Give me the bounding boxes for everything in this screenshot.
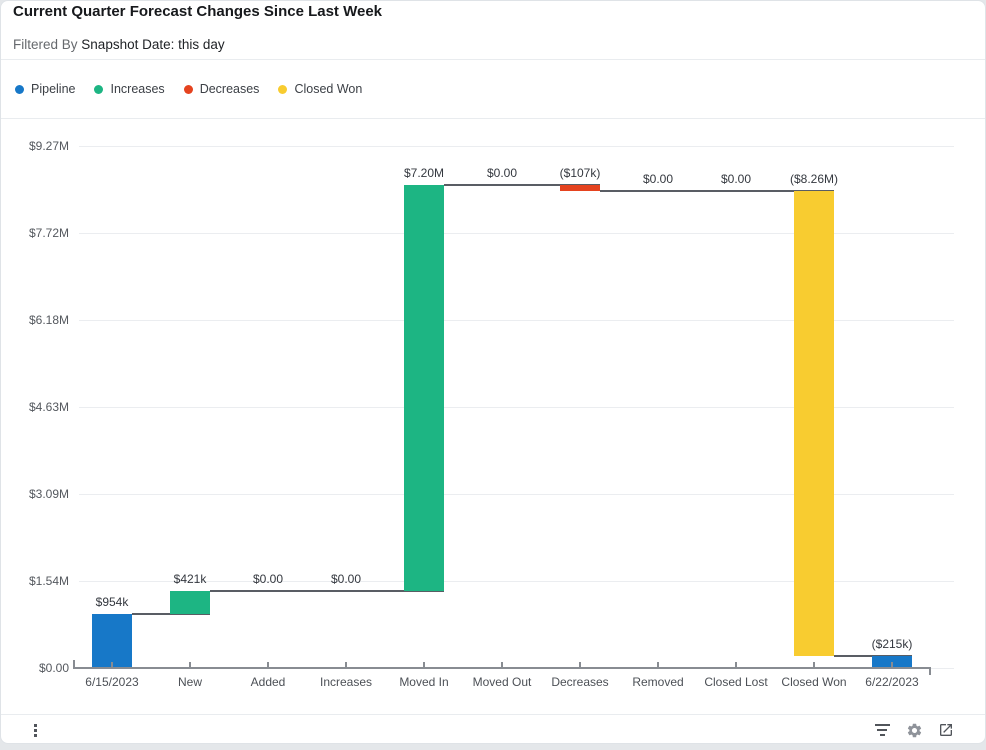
value-label: $7.20M: [403, 166, 445, 181]
y-gridline: [79, 319, 954, 321]
filter-icon[interactable]: [873, 721, 891, 739]
waterfall-connector: [678, 190, 756, 193]
x-axis-label: Increases: [319, 675, 373, 689]
legend-dot-closed-won-icon: [278, 84, 288, 94]
waterfall-connector: [444, 184, 522, 187]
value-label: $0.00: [642, 172, 674, 187]
value-label: $421k: [173, 571, 207, 586]
x-axis-tick: [189, 662, 191, 667]
x-axis-label: Removed: [632, 675, 684, 689]
y-gridline: [79, 580, 954, 582]
legend-label: Increases: [110, 82, 165, 96]
filter-value: Snapshot Date: this day: [81, 37, 225, 52]
value-label: $0.00: [330, 571, 362, 586]
x-axis-label: Moved Out: [472, 675, 532, 689]
filter-prefix: Filtered By: [13, 37, 78, 52]
value-label: ($8.26M): [789, 172, 839, 187]
page-title: Current Quarter Forecast Changes Since L…: [13, 3, 383, 20]
x-axis-end-cap: [929, 667, 931, 675]
legend-dot-increases-icon: [94, 84, 104, 94]
y-axis-label: $4.63M: [28, 400, 69, 414]
legend-label: Decreases: [199, 82, 260, 96]
legend-item-pipeline[interactable]: Pipeline: [15, 82, 75, 96]
y-gridline: [79, 406, 954, 408]
header-divider: [1, 59, 985, 60]
y-axis-label: $9.27M: [28, 139, 69, 153]
y-gridline: [79, 232, 954, 234]
value-label: $0.00: [252, 571, 284, 586]
x-axis-tick: [579, 662, 581, 667]
footer-actions: [873, 721, 955, 739]
y-gridline: [79, 493, 954, 495]
y-axis-label: $7.72M: [28, 226, 69, 240]
legend-label: Pipeline: [31, 82, 76, 96]
legend-dot-pipeline-icon: [15, 84, 24, 94]
x-axis-line: [73, 667, 931, 669]
value-label: $954k: [95, 595, 129, 610]
value-label: ($107k): [559, 166, 601, 181]
waterfall-connector: [288, 589, 366, 592]
value-label: $0.00: [720, 172, 752, 187]
bar-6-15-2023[interactable]: [92, 614, 132, 668]
bar-new[interactable]: [170, 590, 210, 615]
y-axis-label: $0.00: [38, 661, 69, 675]
x-axis-label: Closed Lost: [704, 675, 768, 689]
waterfall-connector: [132, 613, 210, 616]
kebab-menu-icon[interactable]: [29, 722, 41, 738]
x-axis-label: 6/22/2023: [865, 675, 919, 689]
x-axis-tick: [657, 662, 659, 667]
legend-dot-decreases-icon: [183, 84, 193, 94]
footer-divider: [1, 714, 985, 715]
y-axis-label: $1.54M: [28, 574, 69, 588]
x-axis-tick: [111, 662, 113, 667]
x-axis-tick: [891, 662, 893, 667]
x-axis-tick: [423, 662, 425, 667]
waterfall-connector: [366, 589, 444, 592]
waterfall-connector: [600, 190, 678, 193]
waterfall-connector: [210, 589, 288, 592]
y-axis-label: $3.09M: [28, 487, 69, 501]
x-axis-tick: [501, 662, 503, 667]
widget-footer: [1, 714, 985, 745]
x-axis-tick: [813, 662, 815, 667]
value-label: $0.00: [486, 166, 518, 181]
legend-label: Closed Won: [294, 82, 363, 96]
bar-decreases[interactable]: [560, 185, 600, 192]
value-label: ($215k): [871, 636, 913, 651]
x-axis-label: Moved In: [399, 675, 449, 689]
x-axis-start-cap: [73, 660, 75, 669]
settings-gear-icon[interactable]: [905, 721, 923, 739]
bar-moved-in[interactable]: [404, 185, 444, 591]
x-axis-label: Added: [250, 675, 286, 689]
y-gridline: [79, 145, 954, 147]
bar-closed-won[interactable]: [794, 191, 834, 656]
legend-divider: [1, 118, 985, 119]
x-axis-tick: [345, 662, 347, 667]
legend-item-decreases[interactable]: Decreases: [183, 82, 260, 96]
x-axis-label: New: [177, 675, 202, 689]
x-axis-label: Decreases: [551, 675, 609, 689]
legend-item-closed-won[interactable]: Closed Won: [278, 82, 362, 96]
y-axis-label: $6.18M: [28, 313, 69, 327]
filter-summary: Filtered By Snapshot Date: this day: [13, 37, 225, 52]
open-in-new-icon[interactable]: [937, 721, 955, 739]
chart-legend: Pipeline Increases Decreases Closed Won: [15, 82, 362, 96]
x-axis-tick: [267, 662, 269, 667]
bar-6-22-2023[interactable]: [872, 655, 912, 668]
x-axis-tick: [735, 662, 737, 667]
x-axis-label: Closed Won: [781, 675, 847, 689]
x-axis-label: 6/15/2023: [85, 675, 139, 689]
legend-item-increases[interactable]: Increases: [94, 82, 165, 96]
